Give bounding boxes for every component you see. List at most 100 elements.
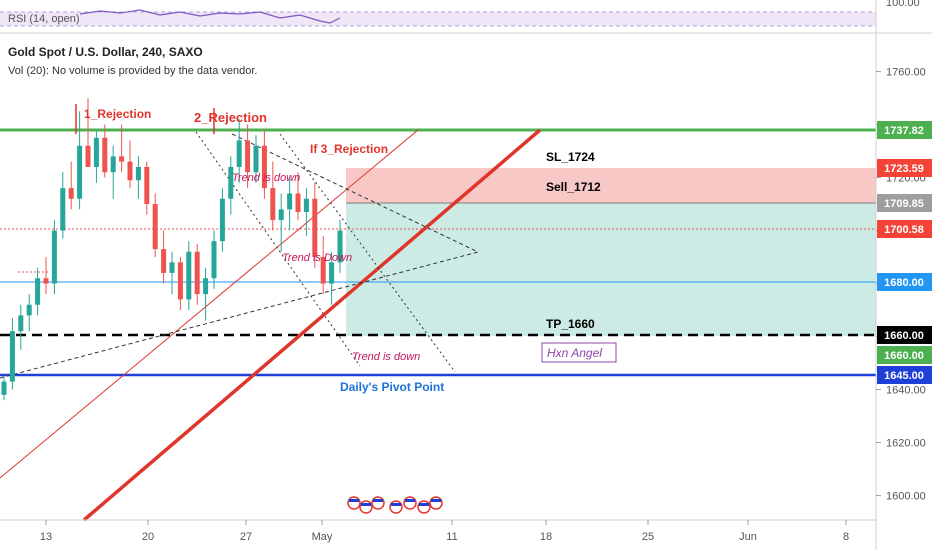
candle	[85, 98, 91, 167]
rejection-2-label: 2_Rejection	[194, 110, 267, 125]
zones	[346, 168, 876, 336]
us-flag-icon[interactable]	[371, 496, 385, 510]
channel-line-lower[interactable]	[195, 131, 361, 367]
candle	[228, 156, 234, 215]
thick-uptrend-line[interactable]	[82, 128, 542, 522]
candle	[253, 135, 259, 183]
price-tick-label: 1600.00	[886, 491, 926, 503]
price-badge: 1680.00	[877, 273, 932, 291]
candle	[261, 129, 267, 199]
levels	[0, 128, 876, 377]
svg-text:1700.58: 1700.58	[884, 224, 924, 236]
candle	[43, 257, 49, 295]
take-profit-label: TP_1660	[546, 317, 595, 331]
price-badge: 1660.00	[877, 346, 932, 364]
trendlines	[0, 104, 542, 522]
candle	[127, 140, 133, 189]
svg-text:1709.85: 1709.85	[884, 198, 924, 210]
candle	[320, 235, 326, 295]
candle	[110, 145, 116, 199]
rsi-level-label: 100.00	[886, 0, 920, 9]
price-tick-label: 1640.00	[886, 385, 926, 397]
candle	[93, 129, 99, 183]
trend-label-2: Trend is Down	[282, 252, 352, 264]
candle	[329, 251, 335, 305]
candle	[77, 111, 83, 210]
svg-text:1660.00: 1660.00	[884, 330, 924, 342]
time-tick-label: May	[312, 531, 333, 543]
triangle-lower-line[interactable]	[0, 251, 479, 379]
author-tag: Hxn Angel	[547, 346, 602, 360]
candle	[18, 304, 24, 350]
candle	[35, 267, 41, 316]
time-tick-label: 27	[240, 531, 252, 543]
candle	[245, 124, 251, 189]
time-tick-label: 13	[40, 531, 52, 543]
candle	[270, 161, 276, 231]
rejection-1-label: 1_Rejection	[84, 107, 151, 121]
channel-line-upper[interactable]	[279, 133, 456, 373]
time-axis[interactable]: 13 20 27 May 11 18 25 Jun 8	[40, 520, 849, 543]
price-badge: 1645.00	[877, 366, 932, 384]
candle	[1, 376, 7, 401]
candle	[186, 241, 192, 311]
candle	[194, 243, 200, 305]
candle	[287, 177, 293, 231]
stop-loss-zone	[346, 168, 876, 203]
price-badge: 1737.82	[877, 121, 932, 139]
time-tick-label: Jun	[739, 531, 757, 543]
candle	[119, 124, 125, 173]
us-flag-icon[interactable]	[417, 500, 431, 514]
candle	[102, 124, 108, 178]
thin-uptrend-line[interactable]	[0, 129, 419, 479]
candle	[144, 161, 150, 215]
candle	[312, 182, 318, 268]
us-flag-icon[interactable]	[429, 496, 443, 510]
svg-text:1660.00: 1660.00	[884, 350, 924, 362]
symbol-title: Gold Spot / U.S. Dollar, 240, SAXO	[8, 45, 203, 59]
time-tick-label: 20	[142, 531, 154, 543]
economic-event-icons[interactable]	[347, 496, 443, 514]
rsi-line	[79, 9, 341, 24]
take-profit-zone	[346, 203, 876, 336]
svg-text:1645.00: 1645.00	[884, 370, 924, 382]
stop-loss-label: SL_1724	[546, 150, 595, 164]
rsi-pane: RSI (14, open)	[0, 0, 876, 32]
svg-text:1737.82: 1737.82	[884, 125, 924, 137]
candle	[236, 119, 242, 183]
candle	[51, 219, 57, 295]
candle	[295, 172, 301, 220]
candle	[152, 193, 158, 258]
price-badge: 1660.00	[877, 326, 932, 344]
time-tick-label: 8	[843, 531, 849, 543]
candle	[9, 317, 15, 390]
price-badge: 1723.59	[877, 159, 932, 177]
price-tick-label: 1620.00	[886, 438, 926, 450]
time-tick-label: 11	[446, 531, 457, 543]
candle	[203, 267, 209, 321]
candle	[68, 161, 74, 210]
price-tick-label: 1760.00	[886, 67, 926, 79]
time-tick-label: 18	[540, 531, 552, 543]
annotations: 1_Rejection 2_Rejection If 3_Rejection S…	[84, 107, 617, 394]
us-flag-icon[interactable]	[347, 496, 361, 510]
us-flag-icon[interactable]	[359, 500, 373, 514]
candle	[278, 193, 284, 252]
trend-label-3: Trend is down	[352, 351, 420, 363]
candle	[177, 257, 183, 311]
candle	[26, 294, 32, 332]
rsi-indicator-label: RSI (14, open)	[8, 13, 80, 25]
candle	[303, 188, 309, 236]
candle	[135, 156, 141, 199]
trend-label-1: Trend is down	[232, 172, 300, 184]
candle	[169, 251, 175, 295]
candle	[161, 230, 167, 284]
us-flag-icon[interactable]	[403, 496, 417, 510]
candle	[211, 230, 217, 289]
triangle-upper-line[interactable]	[231, 133, 479, 253]
us-flag-icon[interactable]	[389, 500, 403, 514]
price-badge: 1700.58	[877, 220, 932, 238]
candles-group	[1, 98, 343, 401]
price-badge: 1709.85	[877, 194, 932, 212]
